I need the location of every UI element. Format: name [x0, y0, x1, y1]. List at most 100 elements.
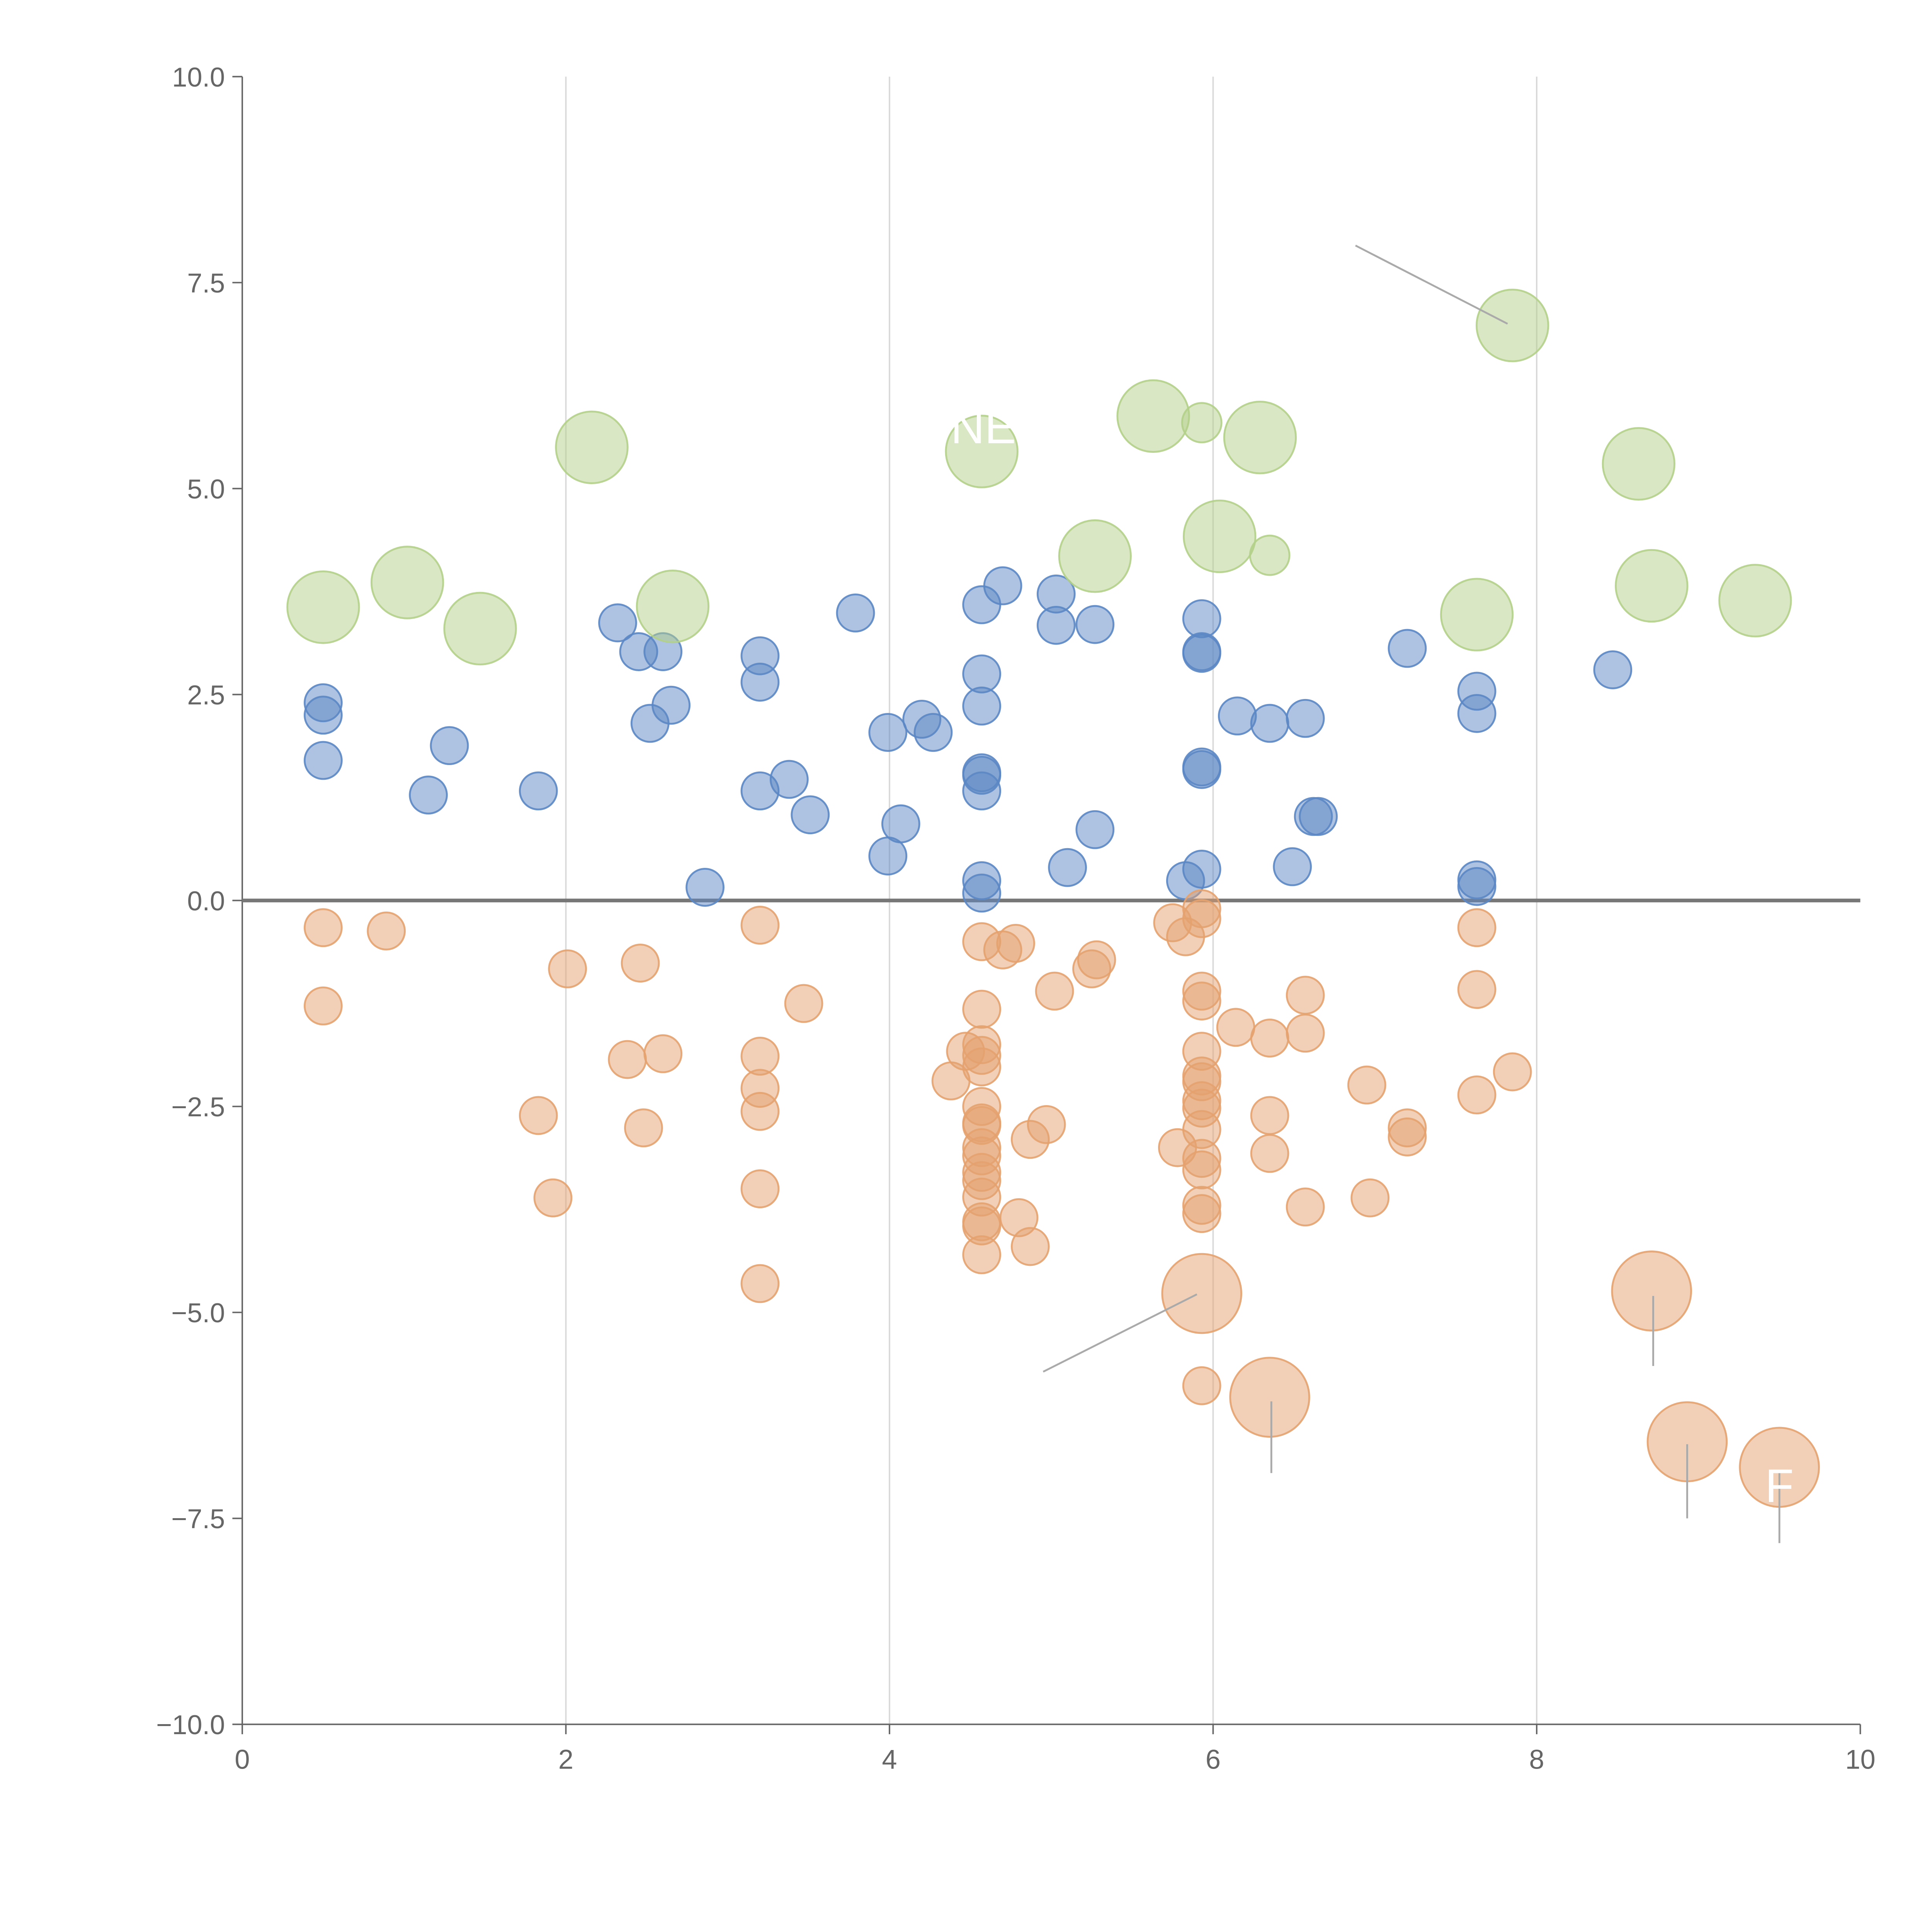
negative-point — [548, 949, 587, 988]
positive-point — [836, 593, 875, 633]
point-label: NE — [951, 401, 1016, 453]
positive-point — [1075, 605, 1115, 644]
labeled-positive-point — [1615, 549, 1689, 623]
y-tick-label: −5.0 — [171, 1298, 225, 1328]
negative-point — [1182, 899, 1221, 938]
positive-point — [430, 726, 469, 765]
y-tick-label: 2.5 — [187, 680, 225, 710]
labeled-positive-point — [945, 415, 1019, 488]
labeled-positive-point — [1602, 427, 1675, 501]
labeled-positive-point — [1116, 379, 1190, 453]
x-tick-label: 10 — [1845, 1744, 1875, 1775]
negative-point — [1286, 1014, 1325, 1053]
negative-point — [740, 1264, 780, 1303]
negative-point — [1077, 940, 1116, 980]
positive-point — [1182, 599, 1221, 638]
negative-point — [608, 1040, 647, 1079]
negative-point — [1182, 1366, 1221, 1405]
positive-point — [519, 771, 558, 811]
positive-point — [983, 566, 1022, 605]
positive-point — [1182, 850, 1221, 889]
positive-point — [685, 867, 724, 907]
negative-point — [1388, 1117, 1427, 1156]
data-points — [286, 289, 1820, 1508]
positive-point — [868, 713, 908, 752]
negative-point — [1182, 1150, 1221, 1190]
negative-point — [1347, 1065, 1386, 1105]
labeled-positive-point — [1718, 564, 1792, 638]
leader-line — [1043, 1293, 1197, 1373]
labeled-negative-point — [1611, 1250, 1692, 1332]
positive-point — [303, 741, 343, 780]
positive-point — [1388, 629, 1427, 668]
negative-point — [962, 1047, 1002, 1087]
leader-line — [1355, 245, 1508, 325]
x-tick-label: 4 — [882, 1744, 897, 1775]
positive-point — [769, 760, 809, 799]
negative-point — [1182, 1194, 1221, 1233]
positive-point — [1457, 867, 1497, 906]
labeled-positive-point — [1223, 401, 1297, 474]
negative-point — [740, 1169, 780, 1209]
positive-point — [409, 776, 448, 815]
negative-point — [962, 1235, 1002, 1274]
negative-point — [643, 1034, 683, 1073]
labeled-positive-point — [555, 410, 629, 484]
negative-point — [1457, 908, 1497, 947]
labeled-positive-point — [1181, 402, 1223, 444]
negative-point — [996, 923, 1035, 963]
positive-point — [1286, 699, 1325, 738]
point-label: F — [1765, 1459, 1794, 1512]
x-tick-label: 0 — [235, 1744, 250, 1775]
positive-point — [1299, 797, 1338, 836]
negative-point — [303, 908, 343, 947]
negative-point — [1250, 1019, 1289, 1058]
positive-point — [1036, 605, 1076, 645]
negative-point — [1250, 1134, 1289, 1173]
negative-point — [740, 906, 780, 945]
x-tick-label: 8 — [1529, 1744, 1544, 1775]
positive-point — [962, 873, 1002, 913]
positive-point — [1218, 696, 1257, 736]
negative-point — [1010, 1227, 1050, 1266]
positive-point — [913, 713, 953, 752]
negative-point — [1286, 976, 1325, 1015]
positive-point — [1048, 848, 1087, 887]
negative-point — [1027, 1105, 1066, 1144]
negative-point — [624, 1108, 663, 1148]
negative-point — [1182, 981, 1221, 1020]
negative-point — [519, 1096, 558, 1135]
positive-point — [1457, 694, 1497, 733]
positive-point — [881, 804, 920, 844]
labeled-positive-point — [370, 546, 444, 619]
axes: 10.0 7.5 5.0 2.5 0.0 −2.5 −5.0 −7.5 −10.0 0 2 4 6 8 10 — [156, 62, 1875, 1775]
positive-point — [1250, 704, 1289, 743]
negative-point — [962, 990, 1002, 1029]
positive-point — [1075, 810, 1115, 849]
positive-point — [1182, 634, 1221, 673]
negative-point — [1035, 971, 1074, 1011]
labeled-positive-point — [636, 570, 710, 643]
labeled-negative-point — [1161, 1253, 1242, 1334]
y-tick-label: 10.0 — [172, 62, 225, 92]
y-tick-label: 0.0 — [187, 886, 225, 916]
labeled-negative-point — [1229, 1357, 1310, 1438]
positive-point — [651, 685, 691, 725]
labeled-positive-point — [1249, 534, 1291, 576]
y-tick-label: 7.5 — [187, 268, 225, 298]
negative-point — [1350, 1178, 1390, 1218]
positive-point — [1182, 750, 1221, 789]
labeled-positive-point — [286, 570, 360, 644]
negative-point — [1493, 1052, 1532, 1092]
x-tick-label: 6 — [1206, 1744, 1221, 1775]
labeled-positive-point — [1475, 289, 1549, 362]
negative-point — [1216, 1008, 1255, 1047]
labeled-positive-point — [1058, 519, 1132, 593]
annotations: NE F — [951, 245, 1794, 1543]
positive-point — [598, 603, 637, 643]
negative-point — [1457, 970, 1497, 1009]
y-tick-label: −7.5 — [171, 1503, 225, 1534]
positive-point — [791, 795, 830, 835]
negative-point — [1457, 1075, 1497, 1115]
